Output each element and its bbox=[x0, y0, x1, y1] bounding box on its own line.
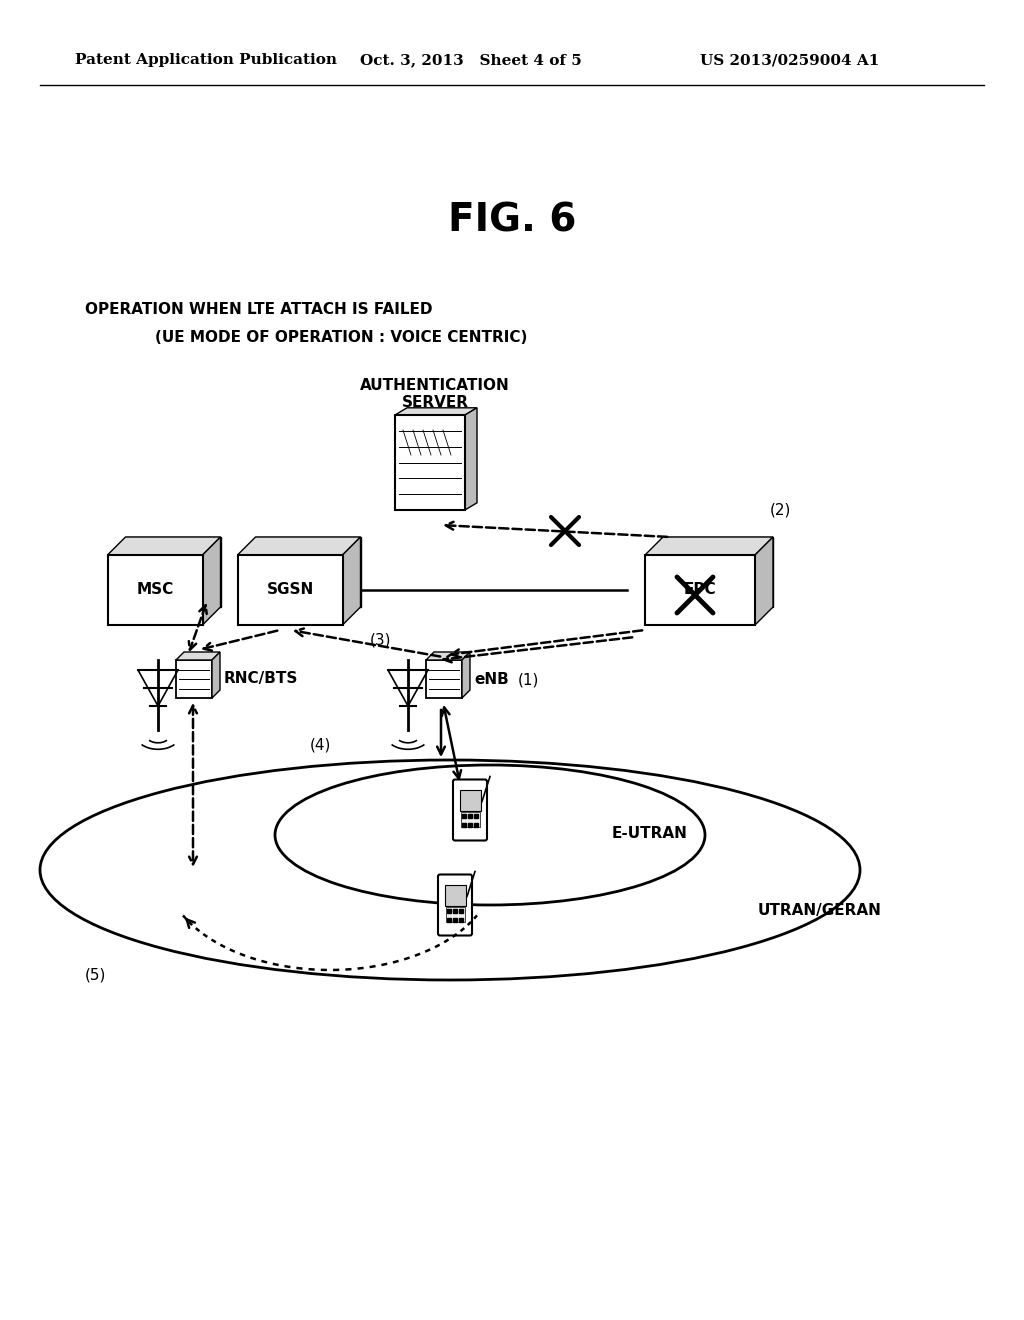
Polygon shape bbox=[395, 408, 477, 414]
Polygon shape bbox=[108, 537, 220, 554]
Text: (3): (3) bbox=[370, 632, 391, 648]
Text: Oct. 3, 2013   Sheet 4 of 5: Oct. 3, 2013 Sheet 4 of 5 bbox=[360, 53, 582, 67]
Polygon shape bbox=[238, 537, 360, 554]
Text: (2): (2) bbox=[770, 503, 792, 517]
Polygon shape bbox=[663, 537, 773, 607]
Text: OPERATION WHEN LTE ATTACH IS FAILED: OPERATION WHEN LTE ATTACH IS FAILED bbox=[85, 302, 432, 318]
Text: Patent Application Publication: Patent Application Publication bbox=[75, 53, 337, 67]
FancyBboxPatch shape bbox=[438, 874, 472, 936]
Text: FIG. 6: FIG. 6 bbox=[447, 201, 577, 239]
Text: (5): (5) bbox=[85, 968, 106, 982]
Bar bbox=[461, 812, 479, 828]
Text: (UE MODE OF OPERATION : VOICE CENTRIC): (UE MODE OF OPERATION : VOICE CENTRIC) bbox=[155, 330, 527, 346]
Text: US 2013/0259004 A1: US 2013/0259004 A1 bbox=[700, 53, 880, 67]
Text: RNC/BTS: RNC/BTS bbox=[224, 672, 298, 686]
Text: SERVER: SERVER bbox=[401, 395, 469, 411]
Polygon shape bbox=[465, 408, 477, 510]
Polygon shape bbox=[395, 414, 465, 510]
Text: MSC: MSC bbox=[136, 582, 174, 598]
Polygon shape bbox=[645, 537, 773, 554]
Bar bbox=[460, 789, 480, 810]
Polygon shape bbox=[126, 537, 220, 607]
Text: SGSN: SGSN bbox=[266, 582, 313, 598]
Polygon shape bbox=[342, 537, 360, 624]
Bar bbox=[444, 884, 466, 906]
Text: E-UTRAN: E-UTRAN bbox=[612, 825, 688, 841]
Text: AUTHENTICATION: AUTHENTICATION bbox=[360, 378, 510, 393]
Polygon shape bbox=[645, 554, 755, 624]
Polygon shape bbox=[755, 537, 773, 624]
Polygon shape bbox=[462, 652, 470, 698]
Text: eNB: eNB bbox=[474, 672, 509, 686]
Polygon shape bbox=[212, 652, 220, 698]
Text: (1): (1) bbox=[518, 672, 540, 688]
Bar bbox=[445, 907, 465, 921]
Polygon shape bbox=[203, 537, 220, 624]
Polygon shape bbox=[176, 660, 212, 698]
Polygon shape bbox=[176, 652, 220, 660]
Polygon shape bbox=[256, 537, 360, 607]
Polygon shape bbox=[238, 554, 342, 624]
Text: (4): (4) bbox=[310, 738, 332, 752]
Polygon shape bbox=[108, 554, 203, 624]
Polygon shape bbox=[426, 652, 470, 660]
Text: EPC: EPC bbox=[684, 582, 717, 598]
FancyBboxPatch shape bbox=[453, 780, 487, 841]
Polygon shape bbox=[426, 660, 462, 698]
Text: UTRAN/GERAN: UTRAN/GERAN bbox=[758, 903, 882, 917]
